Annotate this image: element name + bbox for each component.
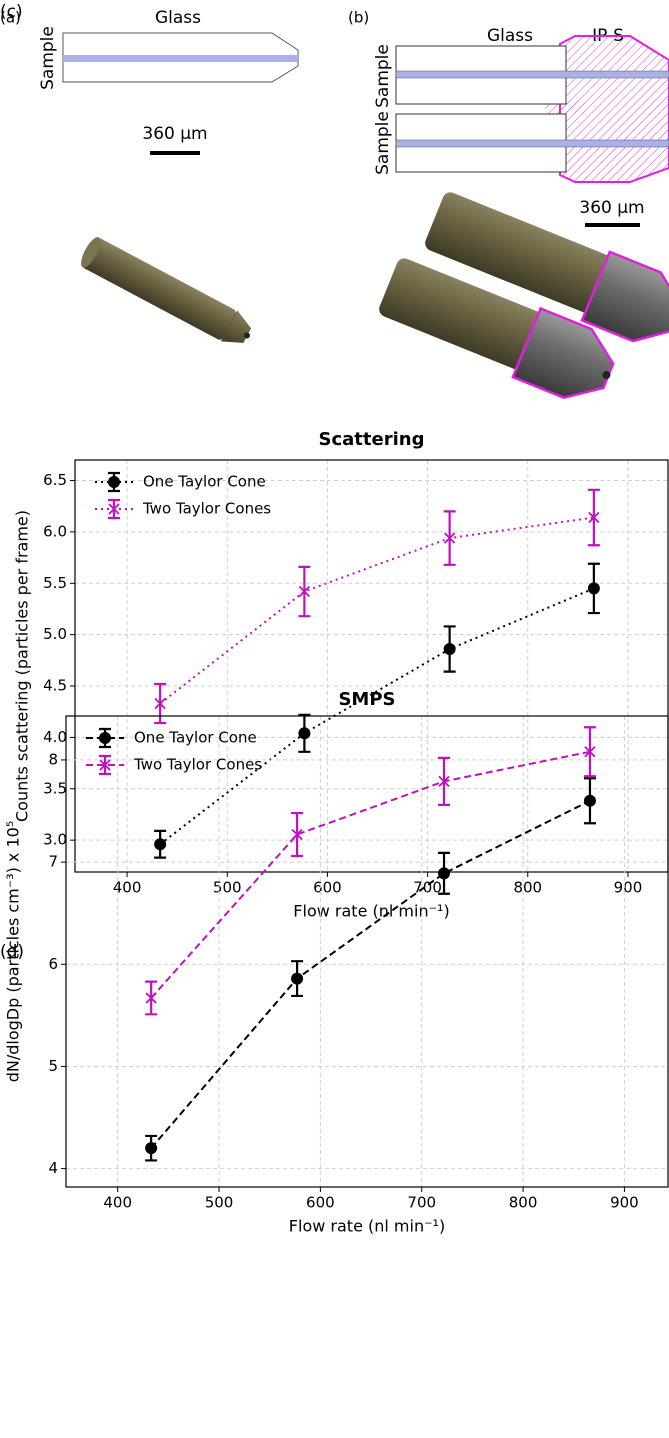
scale-bar-label: 360 µm [579,198,644,218]
x-tick-label: 800 [509,1194,538,1212]
x-tick-label: 900 [610,1194,639,1212]
y-tick-label: 7 [48,853,58,871]
sample-label: Sample [38,26,58,90]
panel-label: (c) [0,2,23,22]
x-tick-label: 700 [413,879,442,897]
sample-channel [63,55,298,62]
y-tick-label: 5.5 [43,574,67,592]
y-axis-label: Counts scattering (particles per frame) [13,510,32,822]
chart-title: Scattering [319,429,425,450]
marker [444,643,456,655]
sample-label: Sample [373,111,393,175]
x-tick-label: 600 [306,1194,335,1212]
legend-marker [99,732,111,744]
y-tick-label: 3.0 [43,831,67,849]
material-label: Glass [155,8,201,28]
x-tick-label: 600 [313,879,342,897]
x-tick-label: 400 [103,1194,132,1212]
y-tick-label: 4.5 [43,677,67,695]
sample-label: Sample [373,44,393,108]
marker [588,582,600,594]
y-tick-label: 8 [48,750,58,768]
y-tick-label: 6.5 [43,471,67,489]
legend-label: Two Taylor Cones [142,500,271,518]
plot-frame [75,460,668,872]
capillary-render [374,186,669,411]
y-tick-label: 6 [48,955,58,973]
y-tick-label: 4 [48,1159,58,1177]
capillary-render [77,235,257,352]
x-tick-label: 800 [513,879,542,897]
marker [291,973,303,985]
panel-label: (b) [348,9,369,27]
capillary-pair [396,36,669,182]
marker [584,795,596,807]
x-tick-label: 400 [113,879,142,897]
series-line [151,801,590,1148]
legend-label: One Taylor Cone [134,729,257,747]
marker [145,1142,157,1154]
x-tick-label: 500 [205,1194,234,1212]
marker [298,727,310,739]
y-tick-label: 3.5 [43,779,67,797]
marker [438,867,450,879]
scale-bar-label: 360 µm [142,124,207,144]
plot-frame [66,716,668,1187]
y-tick-label: 5 [48,1057,58,1075]
chart-title: SMPS [338,689,395,710]
x-axis-label: Flow rate (nl min⁻¹) [289,1217,445,1236]
legend-marker [108,476,120,488]
series-line [160,518,594,704]
marker [154,838,166,850]
x-tick-label: 500 [213,879,242,897]
y-axis-label: dN/dlogDp (particles cm⁻³) x 10⁵ [4,821,23,1083]
x-tick-label: 900 [614,879,643,897]
figure: (a) Glass Sample 360 µm (b) Glass IP-S S… [0,0,669,1438]
x-tick-label: 700 [407,1194,436,1212]
legend-label: One Taylor Cone [143,473,266,491]
legend-label: Two Taylor Cones [133,756,262,774]
x-axis-label: Flow rate (nl min⁻¹) [293,902,449,921]
y-tick-label: 4.0 [43,728,67,746]
y-tick-label: 6.0 [43,522,67,540]
material-label: Glass [487,26,533,46]
y-tick-label: 5.0 [43,625,67,643]
